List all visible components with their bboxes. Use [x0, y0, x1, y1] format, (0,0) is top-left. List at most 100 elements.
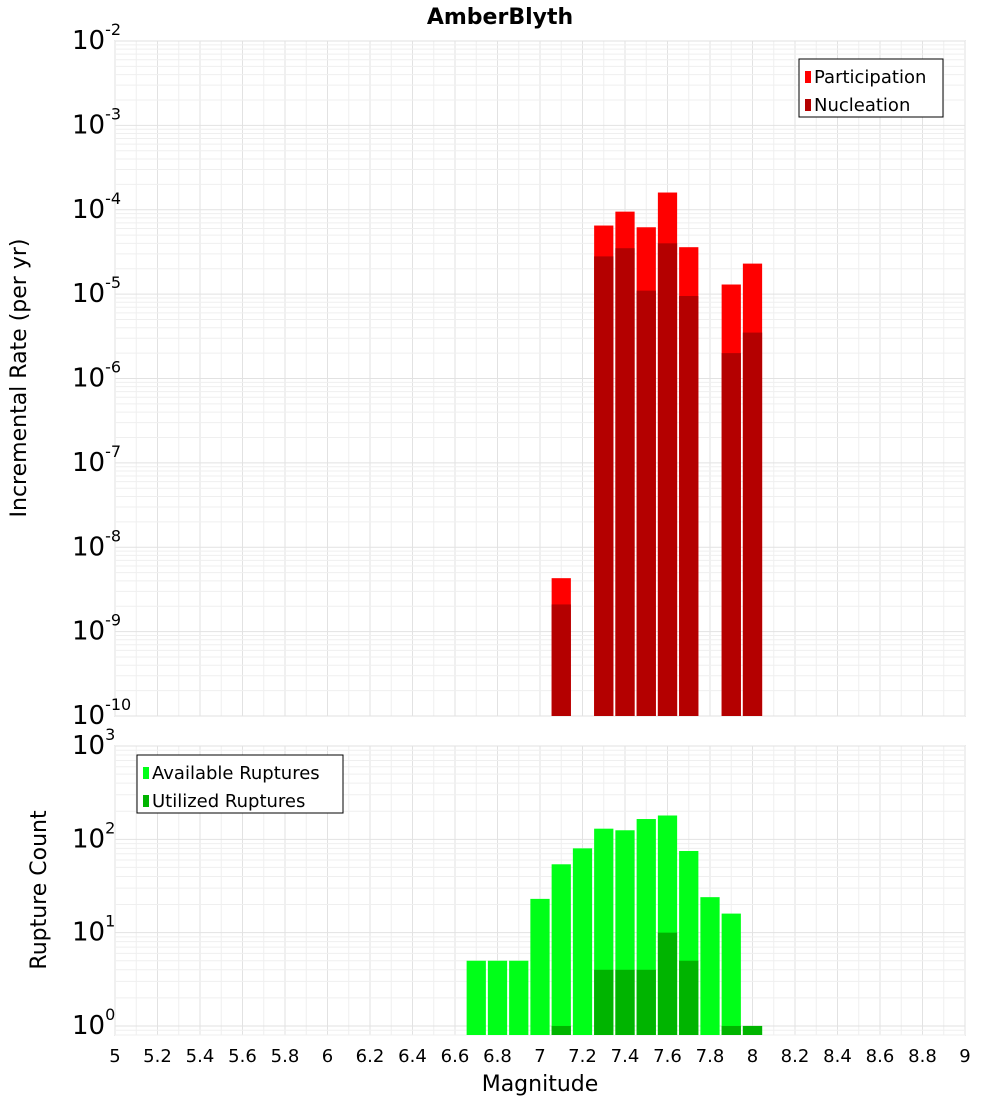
y-tick-exponent: -10 [105, 695, 131, 714]
y-tick-exponent: -2 [105, 20, 121, 39]
bottom-bar-utilized-ruptures [721, 1025, 741, 1035]
x-tick-label: 8 [747, 1046, 758, 1067]
x-tick-label: 5.6 [228, 1046, 257, 1067]
y-tick-label: 10-10 [72, 695, 131, 731]
bottom-bar-available-ruptures [509, 960, 529, 1035]
top-bar-nucleation [551, 604, 571, 716]
x-tick-label: 7.8 [696, 1046, 725, 1067]
y-tick-exponent: -8 [105, 526, 121, 545]
bottom-bar-utilized-ruptures [636, 969, 656, 1035]
bottom-bar-utilized-ruptures [679, 960, 699, 1035]
y-tick-exponent: -3 [105, 104, 121, 123]
top-bar-nucleation [721, 353, 741, 716]
y-tick-exponent: -4 [105, 189, 121, 208]
x-axis-label: Magnitude [482, 1072, 599, 1097]
y-tick-exponent: -6 [105, 358, 121, 377]
y-tick-base: 10 [72, 824, 105, 854]
y-tick-label: 10-6 [72, 358, 121, 394]
x-tick-label: 6.4 [398, 1046, 427, 1067]
y-tick-base: 10 [72, 1011, 105, 1041]
top-bar-nucleation [615, 248, 635, 717]
y-tick-base: 10 [72, 110, 105, 140]
top-bar-nucleation [636, 290, 656, 716]
bottom-bar-utilized-ruptures [742, 1025, 763, 1035]
x-tick-label: 7.6 [653, 1046, 682, 1067]
x-ticks: 5 5.2 5.4 5.6 5.8 6 6.2 6.4 6.6 6.8 7 7.2 7.4 7.6 7.8 8… [109, 1046, 970, 1067]
x-tick-label: 6 [322, 1046, 333, 1067]
bottom-legend-box [136, 754, 344, 814]
bottom-legend-swatch [143, 795, 149, 807]
y-tick-label: 10-9 [72, 611, 121, 647]
bottom-y-axis-label: Rupture Count [27, 810, 52, 970]
top-bar-nucleation [594, 256, 614, 716]
x-tick-label: 8.8 [908, 1046, 937, 1067]
y-tick-base: 10 [72, 26, 105, 56]
y-tick-label: 10-7 [72, 442, 121, 478]
top-bar-nucleation [679, 296, 699, 716]
bottom-bar-available-ruptures [721, 913, 741, 1035]
bottom-bar-available-ruptures [466, 960, 486, 1035]
y-tick-base: 10 [72, 731, 105, 761]
top-bar-nucleation [657, 243, 678, 717]
top-legend-swatch [805, 99, 811, 111]
bottom-bar-available-ruptures [551, 864, 571, 1035]
x-tick-label: 6.2 [356, 1046, 385, 1067]
y-tick-exponent: -9 [105, 611, 121, 630]
y-tick-base: 10 [72, 532, 105, 562]
y-tick-label: 10-2 [72, 20, 121, 56]
y-tick-exponent: -5 [105, 273, 121, 292]
y-tick-exponent: 2 [105, 818, 115, 837]
top-bar-nucleation [742, 332, 763, 716]
y-tick-label: 100 [72, 1005, 115, 1041]
bottom-bar-available-ruptures [572, 848, 593, 1035]
y-tick-label: 101 [72, 912, 115, 948]
x-tick-label: 7.2 [568, 1046, 597, 1067]
x-tick-label: 5.2 [143, 1046, 172, 1067]
x-tick-label: 7 [534, 1046, 545, 1067]
top-bars [551, 192, 763, 717]
top-y-axis-label: Incremental Rate (per yr) [7, 239, 32, 518]
bottom-bars [466, 815, 763, 1035]
y-tick-exponent: 0 [105, 1005, 115, 1024]
y-tick-label: 102 [72, 818, 115, 854]
x-tick-label: 6.8 [483, 1046, 512, 1067]
bottom-bar-utilized-ruptures [594, 969, 614, 1035]
y-tick-label: 10-4 [72, 189, 121, 225]
bottom-bar-available-ruptures [487, 960, 508, 1035]
bottom-bar-utilized-ruptures [551, 1025, 571, 1035]
x-tick-label: 8.4 [823, 1046, 852, 1067]
top-legend-label: Nucleation [814, 95, 910, 116]
bottom-bar-available-ruptures [530, 898, 550, 1035]
top-grid [114, 40, 966, 717]
y-tick-exponent: 1 [105, 912, 115, 931]
y-tick-base: 10 [72, 617, 105, 647]
x-tick-label: 6.6 [441, 1046, 470, 1067]
x-tick-label: 7.4 [611, 1046, 640, 1067]
top-legend-swatch [805, 71, 811, 83]
y-tick-base: 10 [72, 701, 105, 731]
y-tick-label: 10-8 [72, 526, 121, 562]
top-legend: Participation Nucleation [798, 58, 944, 118]
bottom-bar-available-ruptures [700, 897, 720, 1035]
y-tick-exponent: -7 [105, 442, 121, 461]
y-tick-label: 10-3 [72, 104, 121, 140]
x-tick-label: 5.4 [186, 1046, 215, 1067]
top-legend-label: Participation [814, 67, 926, 88]
x-tick-label: 8.2 [781, 1046, 810, 1067]
y-tick-base: 10 [72, 448, 105, 478]
y-tick-base: 10 [72, 279, 105, 309]
y-tick-label: 103 [72, 725, 115, 761]
x-tick-label: 9 [959, 1046, 970, 1067]
bottom-legend-label: Utilized Ruptures [152, 791, 305, 812]
x-tick-label: 5 [109, 1046, 120, 1067]
x-tick-label: 5.8 [271, 1046, 300, 1067]
y-tick-label: 10-5 [72, 273, 121, 309]
x-tick-label: 8.6 [866, 1046, 895, 1067]
bottom-legend-swatch [143, 767, 149, 779]
top-legend-box [798, 58, 944, 118]
